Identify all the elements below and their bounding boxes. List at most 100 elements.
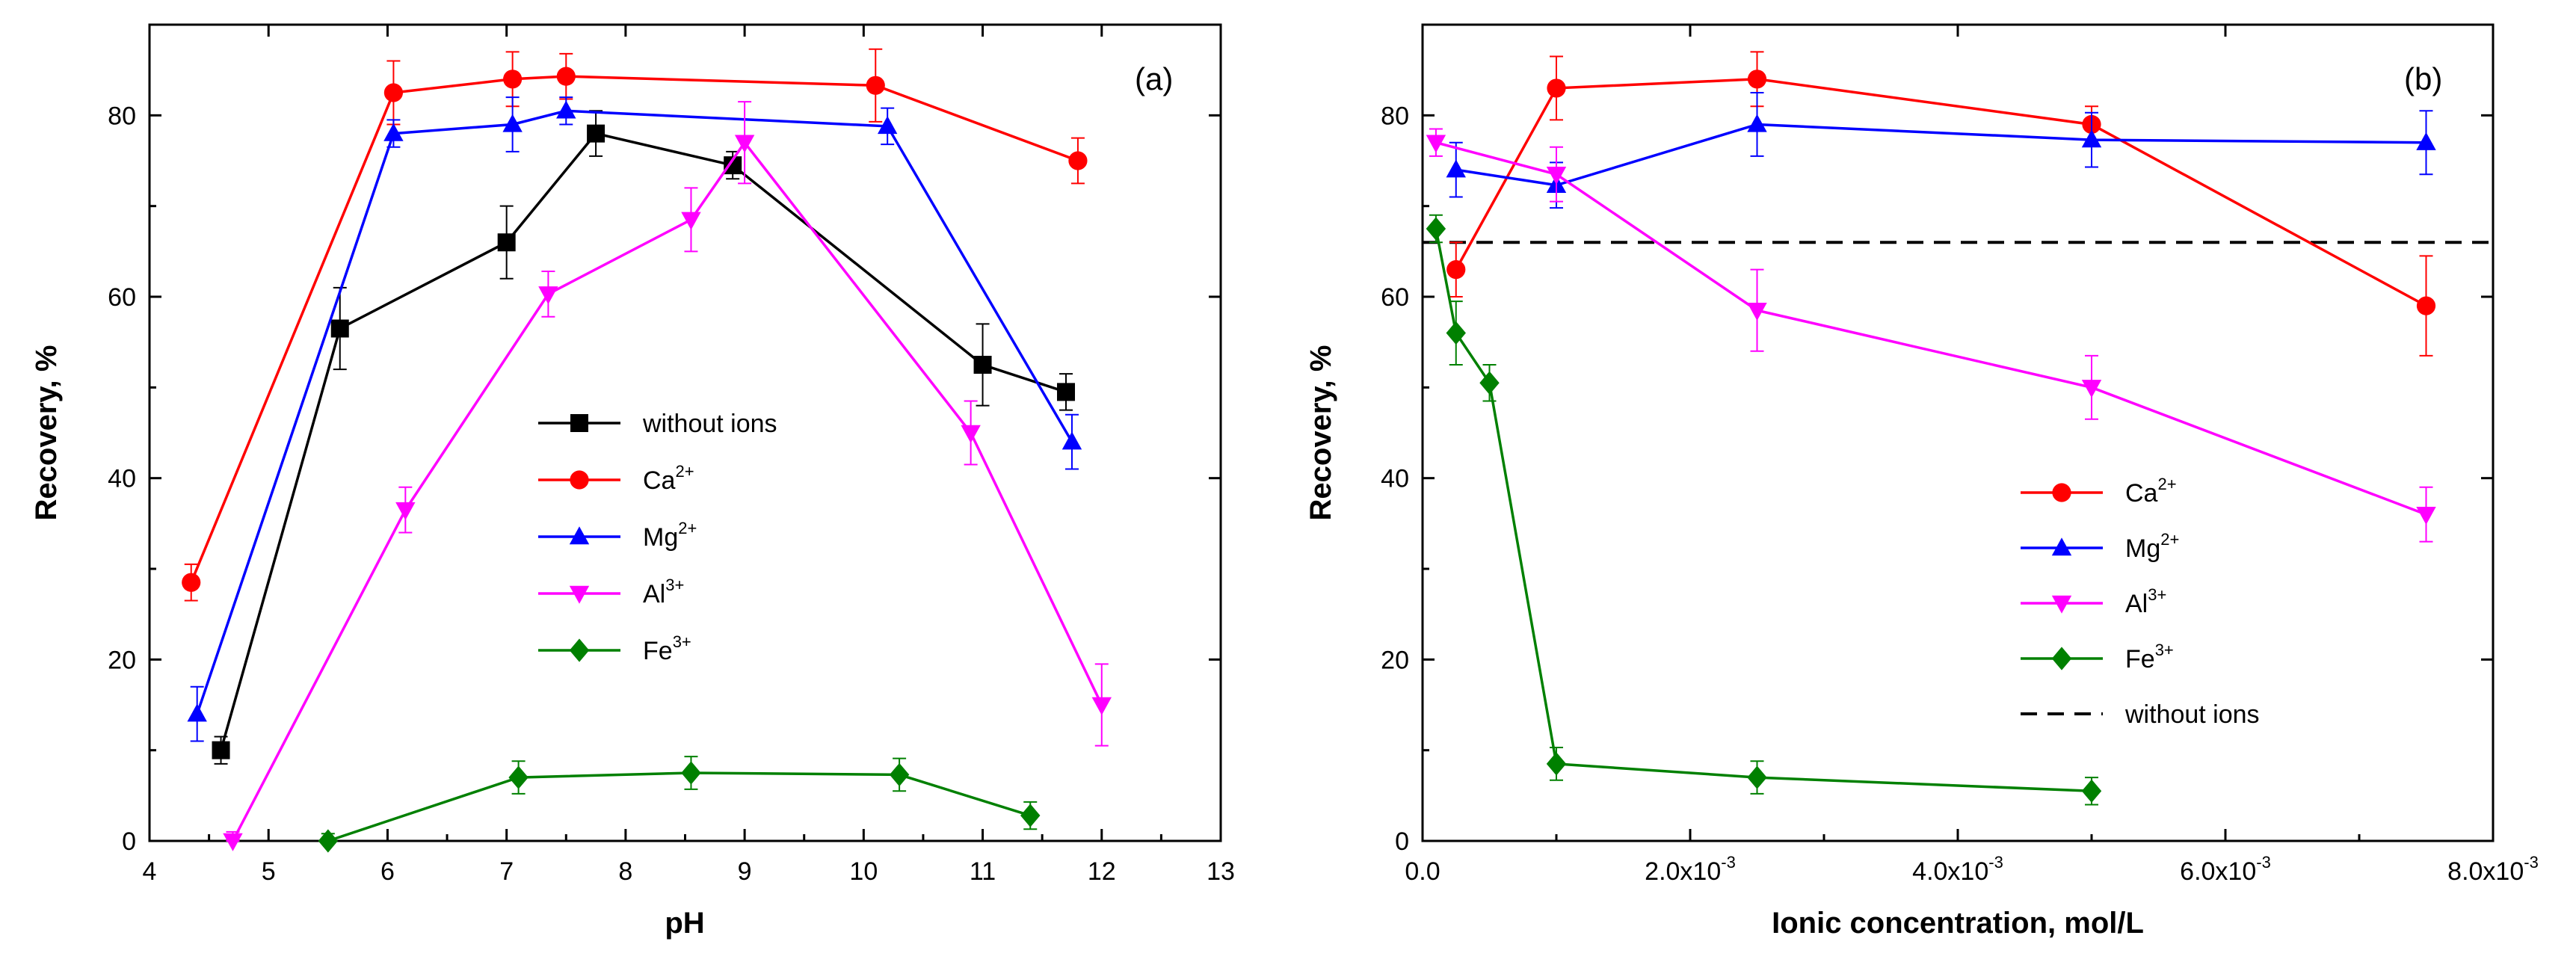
x-tick-label-text: 9 xyxy=(738,857,752,886)
legend-charge: 2+ xyxy=(678,519,697,537)
data-point xyxy=(1020,804,1040,827)
data-point xyxy=(331,319,349,337)
data-point xyxy=(1062,431,1082,449)
x-tick-label: 7 xyxy=(499,857,514,886)
legend-charge: 2+ xyxy=(2160,530,2179,549)
data-point xyxy=(681,761,700,784)
x-tick-label-text: 11 xyxy=(970,857,996,886)
series-line xyxy=(328,773,1030,841)
legend-label: Ca2+ xyxy=(2125,475,2177,508)
x-tick-label: 2.0x10-3 xyxy=(1645,853,1736,886)
x-tick-label: 10 xyxy=(849,857,878,886)
data-point xyxy=(974,356,992,374)
x-tick-label: 4.0x10-3 xyxy=(1912,853,2003,886)
data-point xyxy=(2417,297,2435,315)
x-tick-label-text: 8.0x10 xyxy=(2447,857,2524,886)
x-tick-label-text: 6.0x10 xyxy=(2180,857,2256,886)
panel-a-legend: without ionsCa2+Mg2+Al3+Fe3+ xyxy=(538,410,777,665)
data-point xyxy=(866,76,885,95)
data-point xyxy=(503,70,522,88)
legend-label: Mg2+ xyxy=(2125,530,2179,563)
legend-label: Al3+ xyxy=(643,576,684,608)
series-mg xyxy=(1446,93,2436,208)
legend-marker xyxy=(570,526,589,544)
x-tick-label-text: 2.0x10 xyxy=(1645,857,1721,886)
legend-marker xyxy=(2052,647,2071,670)
x-tick-label: 4 xyxy=(143,857,157,886)
panel-b-series xyxy=(1426,52,2436,804)
legend-charge: 3+ xyxy=(2148,585,2166,604)
series-fe xyxy=(318,756,1041,852)
series-line xyxy=(1436,143,2426,514)
panel-b-x-axis-title: Ionic concentration, mol/L xyxy=(1772,907,2144,940)
x-tick-label: 5 xyxy=(262,857,276,886)
legend-marker xyxy=(570,586,589,604)
data-point xyxy=(223,833,242,851)
data-point xyxy=(2416,507,2435,525)
legend-ion: Fe xyxy=(2125,645,2155,673)
series-mg xyxy=(187,97,1082,741)
x-tick-label: 8 xyxy=(618,857,632,886)
panel-a-x-axis-title: pH xyxy=(665,907,704,940)
legend-charge: 3+ xyxy=(2155,641,2174,659)
legend-ion: Mg xyxy=(2125,534,2160,563)
series-line xyxy=(191,76,1078,582)
data-point xyxy=(1057,383,1075,401)
data-point xyxy=(1446,159,1466,177)
legend-ion: Ca xyxy=(2125,479,2158,508)
panel-a-series xyxy=(182,49,1112,853)
x-tick-label-text: 8 xyxy=(618,857,632,886)
legend-charge: 2+ xyxy=(675,462,694,481)
figure: 4 5 6 7 8 9 10 11 12 13020406080 (a) pH Recovery,… xyxy=(0,0,2576,968)
legend-marker xyxy=(570,414,588,432)
series-line xyxy=(1456,124,2426,185)
legend-ion: Al xyxy=(2125,590,2148,618)
legend-label: Al3+ xyxy=(2125,585,2166,618)
data-point xyxy=(318,829,338,852)
data-point xyxy=(961,425,980,443)
legend-marker xyxy=(570,638,589,662)
x-tick-label: 9 xyxy=(738,857,752,886)
legend-label: without ions xyxy=(642,410,777,438)
y-tick-label: 60 xyxy=(108,283,136,312)
legend-label-without-ions: without ions xyxy=(2124,700,2260,729)
legend-ion: Ca xyxy=(643,466,676,495)
panel-b-frame xyxy=(1423,25,2493,841)
data-point xyxy=(556,100,576,118)
x-tick-label-text: 4.0x10 xyxy=(1912,857,1988,886)
x-tick-label-exponent: -3 xyxy=(2524,853,2539,872)
legend-ion: without ions xyxy=(642,410,777,438)
x-tick-label-text: 10 xyxy=(849,857,878,886)
data-point xyxy=(2082,780,2101,803)
data-point xyxy=(890,763,909,786)
panel-a-label: (a) xyxy=(1135,61,1173,96)
y-tick-label: 80 xyxy=(108,102,136,130)
data-point xyxy=(212,742,230,759)
legend-label: Mg2+ xyxy=(643,519,697,552)
legend-marker xyxy=(2052,596,2071,614)
x-tick-label-exponent: -3 xyxy=(2256,853,2271,872)
legend-charge: 2+ xyxy=(2157,475,2176,493)
y-tick-label: 40 xyxy=(108,465,136,493)
series-al xyxy=(1426,129,2436,542)
data-point xyxy=(395,502,415,520)
series-ca xyxy=(1446,52,2435,355)
panel-a-y-axis-title: Recovery, % xyxy=(30,345,63,521)
x-tick-label-text: 4 xyxy=(143,857,157,886)
legend-ion: Al xyxy=(643,580,665,608)
series-line xyxy=(1456,79,2426,306)
x-tick-label-text: 6 xyxy=(380,857,395,886)
x-tick-label: 8.0x10-3 xyxy=(2447,853,2539,886)
x-tick-label-text: 12 xyxy=(1088,857,1116,886)
data-point xyxy=(1748,70,1766,88)
data-point xyxy=(187,703,206,721)
x-tick-label-exponent: -3 xyxy=(1988,853,2003,872)
data-point xyxy=(538,286,558,304)
data-point xyxy=(1747,765,1766,789)
series-ca xyxy=(182,49,1087,601)
legend-marker xyxy=(2052,483,2071,502)
panel-a: 4 5 6 7 8 9 10 11 12 13 0 20 40 60 80 (a) pH Recovery,… xyxy=(30,25,1235,940)
data-point xyxy=(508,765,528,789)
data-point xyxy=(1547,78,1565,97)
y-tick-label: 40 xyxy=(1381,465,1409,493)
